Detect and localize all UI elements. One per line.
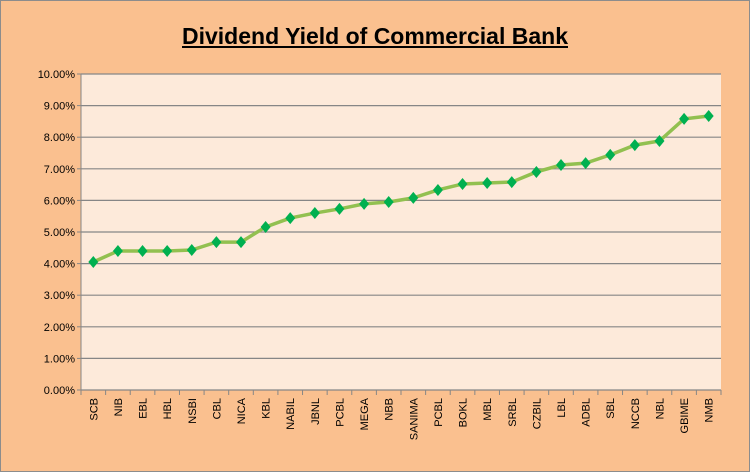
x-tick-label: PCBL xyxy=(334,398,346,427)
x-tick-label: NMB xyxy=(704,398,716,422)
data-point-marker xyxy=(236,236,246,249)
data-point-marker xyxy=(112,244,123,257)
data-point-marker xyxy=(383,195,394,208)
data-point-marker xyxy=(679,112,690,125)
data-point-marker xyxy=(334,202,345,215)
data-point-marker xyxy=(186,244,197,257)
data-point-marker xyxy=(482,177,493,190)
x-tick-label: SRBL xyxy=(507,398,519,427)
y-tick-label: 8.00% xyxy=(44,132,75,144)
data-point-marker xyxy=(605,148,616,161)
data-point-marker xyxy=(703,110,714,123)
y-tick-label: 2.00% xyxy=(44,322,75,334)
y-tick-label: 1.00% xyxy=(44,353,75,365)
data-point-marker xyxy=(457,177,468,190)
y-tick-label: 10.00% xyxy=(38,69,76,81)
data-point-marker xyxy=(580,157,591,170)
x-tick-label: NABIL xyxy=(285,398,297,430)
data-point-marker xyxy=(309,207,320,220)
chart-title: Dividend Yield of Commercial Bank xyxy=(182,23,568,49)
x-tick-label: SCB xyxy=(88,398,100,421)
data-point-marker xyxy=(506,176,517,189)
x-tick-label: MEGA xyxy=(359,397,371,430)
data-point-marker xyxy=(285,212,296,225)
x-tick-label: NSBI xyxy=(187,398,199,424)
x-tick-label: BOKL xyxy=(458,398,470,427)
x-tick-label: KBL xyxy=(261,398,273,419)
y-tick-label: 4.00% xyxy=(44,259,75,271)
x-tick-label: CBL xyxy=(211,398,223,419)
data-point-marker xyxy=(556,159,566,172)
y-tick-label: 3.00% xyxy=(44,290,75,302)
data-point-marker xyxy=(654,134,665,147)
x-tick-label: NIB xyxy=(113,398,125,416)
data-point-marker xyxy=(88,256,99,269)
x-tick-label: LBL xyxy=(556,398,568,418)
x-tick-label: SBL xyxy=(605,398,617,419)
data-point-marker xyxy=(260,220,271,233)
series-line xyxy=(92,114,709,264)
x-tick-label: JBNL xyxy=(310,398,322,425)
x-tick-label: EBL xyxy=(138,398,150,419)
data-point-marker xyxy=(359,197,370,210)
y-tick-label: 7.00% xyxy=(44,164,75,176)
x-tick-label: NBL xyxy=(654,398,666,419)
data-point-marker xyxy=(432,183,443,196)
data-point-marker xyxy=(531,165,542,178)
y-tick-label: 6.00% xyxy=(44,195,75,207)
data-point-marker xyxy=(137,244,148,257)
data-point-marker xyxy=(211,236,222,249)
x-tick-label: CZBIL xyxy=(531,398,543,429)
x-tick-label: GBIME xyxy=(679,398,691,433)
y-tick-label: 9.00% xyxy=(44,101,75,113)
x-tick-label: NCCB xyxy=(630,398,642,429)
data-point-marker xyxy=(162,244,173,257)
x-tick-label: ADBL xyxy=(581,398,593,427)
data-point-marker xyxy=(629,139,640,152)
y-tick-label: 5.00% xyxy=(44,227,75,239)
x-tick-label: SANIMA xyxy=(408,397,420,440)
x-tick-label: PCBL xyxy=(433,398,445,427)
x-tick-label: MBL xyxy=(482,398,494,421)
x-tick-label: HBL xyxy=(162,398,174,419)
x-tick-label: NICA xyxy=(236,397,248,424)
data-point-marker xyxy=(408,191,419,204)
x-tick-label: NBB xyxy=(384,398,396,421)
y-tick-label: 0.00% xyxy=(44,385,75,397)
